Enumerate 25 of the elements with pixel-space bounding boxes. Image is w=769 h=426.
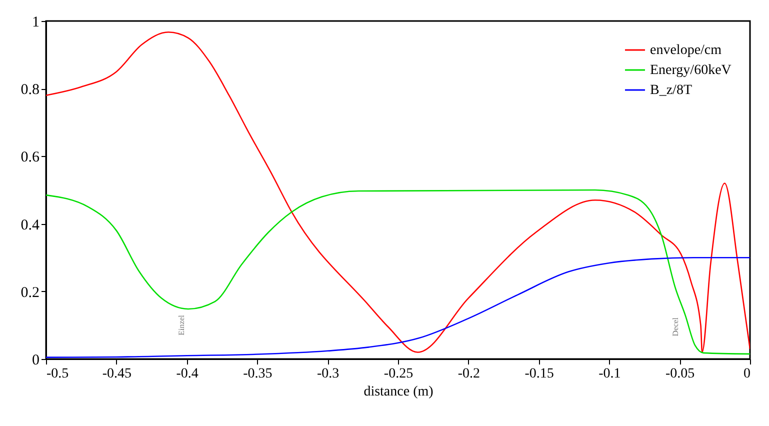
- line-series: [46, 189, 750, 355]
- y-tick-label: 1: [32, 14, 40, 30]
- annotation: Decel: [671, 316, 680, 336]
- x-tick-label: -0.35: [243, 366, 272, 382]
- x-tick-label: -0.2: [458, 366, 480, 382]
- x-tick-label: -0.4: [176, 366, 198, 382]
- y-tick-label: 0.2: [20, 284, 40, 301]
- y-tick-label: 0: [32, 352, 40, 368]
- x-tick-label: -0.5: [46, 366, 69, 382]
- legend-label: Energy/60keV: [650, 63, 732, 78]
- x-tick-label: -0.15: [524, 366, 554, 382]
- x-axis-title: distance (m): [364, 384, 434, 400]
- x-tick-label: -0.1: [598, 366, 621, 382]
- y-tick-label: 0.4: [20, 217, 40, 234]
- y-tick-label: 0.8: [20, 82, 40, 98]
- line-series: [46, 32, 750, 353]
- x-tick-label: 0: [744, 366, 750, 382]
- x-tick-label: -0.05: [666, 366, 695, 382]
- legend-label: B_z/8T: [650, 83, 692, 98]
- legend-label: envelope/cm: [650, 43, 722, 58]
- annotation: Einzel: [176, 314, 186, 336]
- y-tick-label: 0.6: [20, 150, 40, 166]
- x-tick-label: -0.25: [384, 366, 414, 382]
- x-tick-label: -0.3: [317, 366, 340, 382]
- x-tick-label: -0.45: [102, 366, 132, 382]
